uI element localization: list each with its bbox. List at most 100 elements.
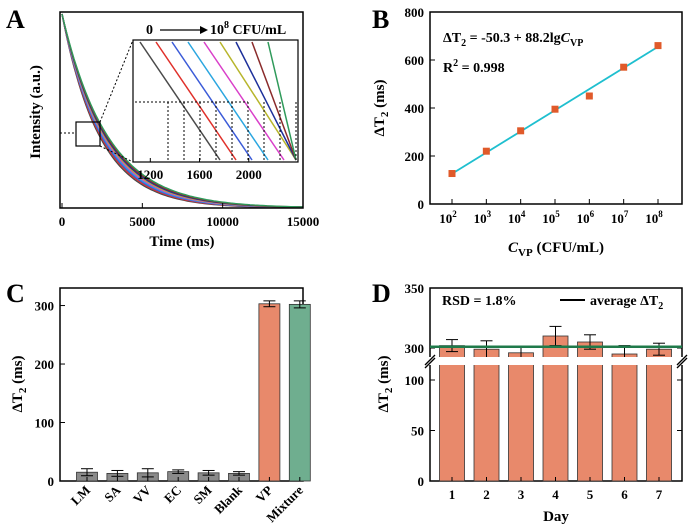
panel-c-y-ticks: 0 100 200 300: [35, 299, 65, 489]
panel-d: D 0 50 100 300 350 1 2 3 4 5 6 7 RSD = 1.8% averag…: [372, 279, 688, 525]
b-point-3: [551, 105, 559, 113]
panel-a-xlabel: Time (ms): [149, 234, 214, 250]
d-x-tick-label-6: 7: [656, 487, 663, 502]
inset-curve-1: [155, 41, 237, 161]
d-x-tick-label-2: 3: [518, 487, 525, 502]
b-point-4: [585, 92, 593, 100]
c-x-label-2: VV: [130, 482, 154, 506]
panel-d-bars: [430, 325, 682, 482]
d-bar-day-3: [508, 352, 534, 482]
d-y-tick-label-0: 0: [418, 474, 425, 489]
panel-label-c: C: [6, 279, 25, 308]
panel-d-xlabel: Day: [543, 509, 569, 525]
b-y-tick-label-2: 400: [405, 101, 425, 116]
b-x-tick-label-6: 108: [645, 209, 663, 226]
c-x-label-3: EC: [161, 483, 184, 506]
d-y-tick-label-3: 300: [405, 341, 425, 356]
d-bar-day-6: [611, 353, 638, 482]
c-y-tick-label-2: 200: [35, 357, 55, 372]
inset-curve-4: [203, 41, 285, 161]
d-y-tick-label-2: 100: [405, 373, 425, 388]
panel-b-x-ticks: 102 103 104 105 106 107 108: [439, 199, 663, 226]
inset-x-tick-label-1: 1600: [187, 167, 213, 182]
b-point-1: [482, 147, 490, 155]
panel-a-axes-frame: [59, 11, 304, 209]
inset-x-tick-label-0: 1200: [137, 167, 163, 182]
b-y-tick-label-1: 200: [405, 149, 425, 164]
inset-curve-7: [251, 41, 297, 161]
a-x-tick-label-1: 5000: [129, 214, 155, 229]
inset-arrow-head: [200, 26, 208, 34]
inset-curve-2: [171, 41, 253, 161]
d-x-tick-label-3: 4: [552, 487, 559, 502]
panel-b-xlabel: CVP (CFU/mL): [508, 240, 604, 259]
c-bar-Mixture: [288, 303, 311, 482]
d-x-tick-label-4: 5: [587, 487, 594, 502]
panel-c-bars: [76, 300, 311, 482]
b-x-tick-label-4: 106: [577, 209, 595, 226]
d-bar-day-5: [577, 341, 603, 482]
inset-curves: [139, 41, 297, 162]
b-x-tick-label-1: 103: [474, 209, 492, 226]
panel-b-ylabel: ΔT2 (ms): [372, 80, 391, 137]
panel-label-d: D: [372, 279, 391, 308]
zoom-connector-top: [99, 39, 134, 123]
a-x-tick-label-3: 15000: [287, 214, 320, 229]
b-x-tick-label-3: 105: [542, 209, 560, 226]
zoom-box: [75, 121, 101, 147]
panel-c-ylabel: ΔT2 (ms): [10, 356, 29, 413]
panel-a-ylabel: Intensity (a.u.): [28, 65, 44, 159]
panel-label-b: B: [372, 5, 389, 34]
d-bar-day-1: [439, 345, 465, 482]
panel-b-points: [448, 42, 662, 178]
inset-arrow-end: 108 CFU/mL: [210, 20, 286, 38]
inset-arrow-start: 0: [146, 23, 153, 38]
axis-break-mark-right-2: [676, 357, 688, 369]
b-point-6: [654, 42, 662, 50]
panel-a: A 0 5000 10000 15000 Intensity (a.u.) Time …: [6, 5, 319, 250]
inset-x-tick-label-2: 2000: [236, 167, 262, 182]
panel-d-ylabel: ΔT2 (ms): [376, 356, 395, 413]
d-bar-day-2: [473, 348, 500, 482]
b-point-5: [620, 63, 628, 71]
b-point-0: [448, 170, 456, 178]
c-x-label-4: SM: [190, 483, 214, 507]
panel-d-rsd: RSD = 1.8%: [442, 294, 516, 309]
panel-b-r2: R2 = 0.998: [443, 58, 505, 76]
panel-d-y-ticks: 0 50 100 300 350: [405, 281, 682, 489]
inset-curve-6: [235, 41, 297, 161]
c-y-tick-label-3: 300: [35, 299, 55, 314]
axis-break-mark-right-1: [676, 354, 688, 366]
inset-frame: [132, 39, 299, 163]
b-point-2: [517, 127, 525, 135]
panel-a-inset: 1200 1600 2000 0 108 CFU/mL: [132, 20, 299, 182]
b-x-tick-label-5: 107: [611, 209, 629, 226]
panel-b: B 0 200 400 600 800 102 103 104 105 106 107 108 ΔT…: [372, 5, 683, 259]
inset-x-ticks: 1200 1600 2000: [137, 158, 262, 182]
c-x-label-0: LM: [68, 483, 93, 508]
axis-break-mark-left-2: [424, 357, 436, 369]
axis-break-mark-left-1: [424, 354, 436, 366]
inset-curve-8: [267, 41, 297, 161]
b-y-tick-label-0: 0: [418, 197, 425, 212]
inset-curve-5: [219, 41, 297, 161]
b-x-tick-label-2: 104: [508, 209, 526, 226]
c-y-tick-label-1: 100: [35, 416, 55, 431]
decay-curve-8: [61, 13, 304, 208]
d-bar-day-7: [646, 348, 672, 482]
inset-curve-0: [139, 41, 221, 161]
c-y-tick-label-0: 0: [48, 474, 55, 489]
b-x-tick-label-0: 102: [439, 209, 457, 226]
d-y-tick-label-4: 350: [405, 281, 425, 296]
d-x-tick-label-5: 6: [621, 487, 628, 502]
b-y-tick-label-3: 600: [405, 53, 425, 68]
panel-a-x-ticks: 0 5000 10000 15000: [59, 203, 320, 229]
c-x-label-5: Blank: [211, 482, 246, 517]
panel-label-a: A: [6, 5, 25, 34]
panel-b-y-ticks: 0 200 400 600 800: [405, 5, 435, 212]
c-x-label-1: SA: [101, 482, 124, 505]
inset-curve-3: [187, 41, 269, 161]
